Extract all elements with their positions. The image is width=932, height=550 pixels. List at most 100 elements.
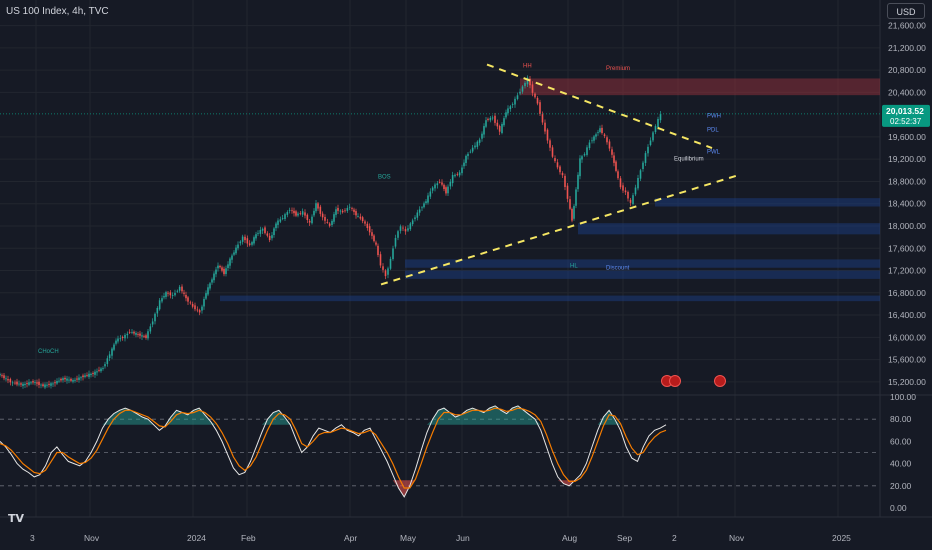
candle: [128, 331, 131, 333]
price-axis-tick-label: 16,000.00: [888, 332, 926, 342]
currency-button[interactable]: USD: [887, 3, 925, 19]
candle: [44, 384, 46, 388]
time-axis-tick-label: May: [400, 533, 417, 543]
candle: [315, 203, 317, 212]
candle: [534, 93, 536, 98]
candle: [253, 237, 255, 244]
price-axis-tick-label: 21,600.00: [888, 21, 926, 31]
candle: [494, 115, 496, 123]
candle: [421, 207, 423, 209]
trendline: [486, 63, 713, 149]
candle: [82, 375, 84, 378]
candle: [181, 286, 183, 292]
annotation-label: PDL: [707, 127, 719, 133]
price-axis-tick-label: 17,600.00: [888, 243, 926, 253]
candle: [652, 132, 654, 141]
candle: [108, 354, 111, 359]
candle: [46, 384, 48, 386]
candle: [471, 147, 474, 152]
candle: [20, 383, 22, 385]
candle: [644, 153, 647, 163]
time-axis-tick-label: Sep: [617, 533, 632, 543]
trendline: [380, 174, 737, 286]
candle: [399, 226, 402, 231]
rsi-axis-tick-label: 20.00: [890, 481, 912, 491]
event-flag-icon: [669, 375, 681, 387]
candle: [394, 237, 397, 247]
candle: [559, 166, 561, 173]
candle: [529, 78, 531, 86]
candle: [331, 220, 333, 225]
annotation-label: Premium: [606, 66, 630, 72]
candle: [124, 334, 126, 339]
candle: [571, 208, 573, 221]
candle: [478, 139, 481, 143]
candle: [622, 185, 624, 191]
zone-demand: [405, 270, 880, 279]
candle: [409, 223, 412, 230]
candle: [423, 203, 425, 208]
candle: [619, 178, 622, 188]
candle: [353, 209, 355, 212]
candle: [176, 290, 179, 292]
candle: [465, 155, 467, 163]
candle: [301, 211, 304, 215]
candle: [11, 382, 14, 384]
candle: [229, 258, 231, 266]
annotation-label: Discount: [606, 265, 630, 271]
candle: [505, 112, 507, 118]
candle: [387, 268, 389, 275]
candle: [66, 378, 68, 381]
candle: [599, 128, 601, 133]
candle: [9, 379, 12, 383]
candle: [524, 82, 526, 87]
rsi-axis-tick-label: 0.00: [890, 503, 907, 513]
candle: [335, 209, 337, 215]
candle: [451, 175, 454, 184]
candle: [569, 199, 571, 209]
annotation-label: BOS: [378, 175, 391, 181]
candle: [333, 214, 335, 222]
candle: [72, 380, 74, 382]
candle: [119, 338, 122, 340]
candle: [117, 338, 119, 342]
candle: [5, 378, 7, 380]
candle: [414, 217, 416, 220]
candle: [407, 228, 409, 231]
candle: [80, 377, 82, 379]
time-axis-tick-label: 2024: [187, 533, 206, 543]
candle: [213, 273, 215, 281]
candle: [487, 118, 489, 120]
candle: [608, 141, 611, 149]
candle: [561, 173, 564, 176]
candle: [24, 383, 26, 385]
annotation-label: CHoCH: [38, 349, 59, 355]
candle: [88, 373, 90, 377]
candle: [0, 374, 1, 376]
candle: [375, 242, 377, 245]
candle: [339, 210, 342, 212]
candle: [288, 209, 291, 211]
candle: [611, 149, 613, 155]
rsi-axis-tick-label: 60.00: [890, 436, 912, 446]
candle: [514, 98, 516, 105]
candle: [427, 195, 429, 203]
candle: [207, 287, 209, 295]
rsi-axis-tick-label: 100.00: [890, 392, 916, 402]
candle: [163, 296, 165, 298]
candle: [355, 211, 357, 216]
candle: [273, 228, 275, 236]
candle: [34, 382, 36, 383]
candle: [348, 206, 351, 208]
candle: [344, 210, 346, 212]
last-price-countdown: 02:52:37: [890, 117, 922, 126]
candle: [239, 241, 242, 244]
candle: [217, 265, 219, 269]
price-axis-tick-label: 21,200.00: [888, 43, 926, 53]
price-axis-tick-label: 19,200.00: [888, 154, 926, 164]
candle: [319, 206, 322, 214]
candle: [299, 213, 302, 215]
candle: [40, 384, 42, 386]
zone-supply: [520, 78, 880, 96]
